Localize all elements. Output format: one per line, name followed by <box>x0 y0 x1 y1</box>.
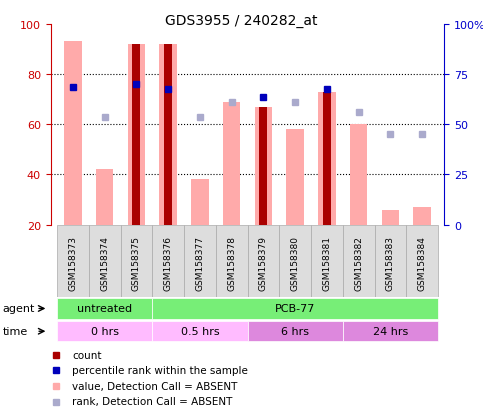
Bar <box>259 107 268 225</box>
Bar <box>152 225 184 297</box>
Text: GSM158383: GSM158383 <box>386 236 395 291</box>
Text: GSM158384: GSM158384 <box>418 236 426 291</box>
Text: GSM158374: GSM158374 <box>100 236 109 291</box>
Bar <box>413 208 431 225</box>
Bar <box>248 225 279 297</box>
Text: 0 hrs: 0 hrs <box>91 326 119 337</box>
Text: value, Detection Call = ABSENT: value, Detection Call = ABSENT <box>72 381 238 391</box>
Bar <box>311 225 343 297</box>
Bar <box>64 42 82 225</box>
Text: PCB-77: PCB-77 <box>275 304 315 314</box>
Bar <box>159 45 177 225</box>
Bar <box>343 321 438 342</box>
Text: GSM158376: GSM158376 <box>164 236 173 291</box>
Text: agent: agent <box>2 304 35 314</box>
Text: GSM158377: GSM158377 <box>196 236 204 291</box>
Text: GSM158375: GSM158375 <box>132 236 141 291</box>
Bar <box>323 93 331 225</box>
Bar <box>128 45 145 225</box>
Text: time: time <box>2 326 28 337</box>
Text: GSM158378: GSM158378 <box>227 236 236 291</box>
Text: GSM158379: GSM158379 <box>259 236 268 291</box>
Bar <box>223 102 241 225</box>
Bar <box>318 93 336 225</box>
Bar <box>152 321 248 342</box>
Bar <box>89 225 121 297</box>
Bar <box>152 299 438 319</box>
Text: GSM158381: GSM158381 <box>322 236 331 291</box>
Bar <box>121 225 152 297</box>
Text: untreated: untreated <box>77 304 132 314</box>
Bar <box>184 225 216 297</box>
Bar <box>132 45 141 225</box>
Text: 24 hrs: 24 hrs <box>373 326 408 337</box>
Bar <box>343 225 374 297</box>
Bar <box>374 225 406 297</box>
Bar <box>406 225 438 297</box>
Bar <box>57 225 89 297</box>
Text: 0.5 hrs: 0.5 hrs <box>181 326 219 337</box>
Text: GSM158380: GSM158380 <box>291 236 299 291</box>
Bar <box>57 299 152 319</box>
Bar <box>164 45 172 225</box>
Bar <box>255 107 272 225</box>
Text: count: count <box>72 350 102 360</box>
Text: GSM158373: GSM158373 <box>69 236 77 291</box>
Text: percentile rank within the sample: percentile rank within the sample <box>72 366 248 375</box>
Bar <box>248 321 343 342</box>
Text: rank, Detection Call = ABSENT: rank, Detection Call = ABSENT <box>72 396 233 406</box>
Text: GSM158382: GSM158382 <box>354 236 363 291</box>
Bar <box>382 210 399 225</box>
Bar <box>57 321 152 342</box>
Bar <box>279 225 311 297</box>
Bar <box>216 225 248 297</box>
Bar <box>96 170 114 225</box>
Bar <box>191 180 209 225</box>
Bar <box>350 125 368 225</box>
Text: 6 hrs: 6 hrs <box>281 326 309 337</box>
Bar <box>286 130 304 225</box>
Text: GDS3955 / 240282_at: GDS3955 / 240282_at <box>165 14 318 28</box>
